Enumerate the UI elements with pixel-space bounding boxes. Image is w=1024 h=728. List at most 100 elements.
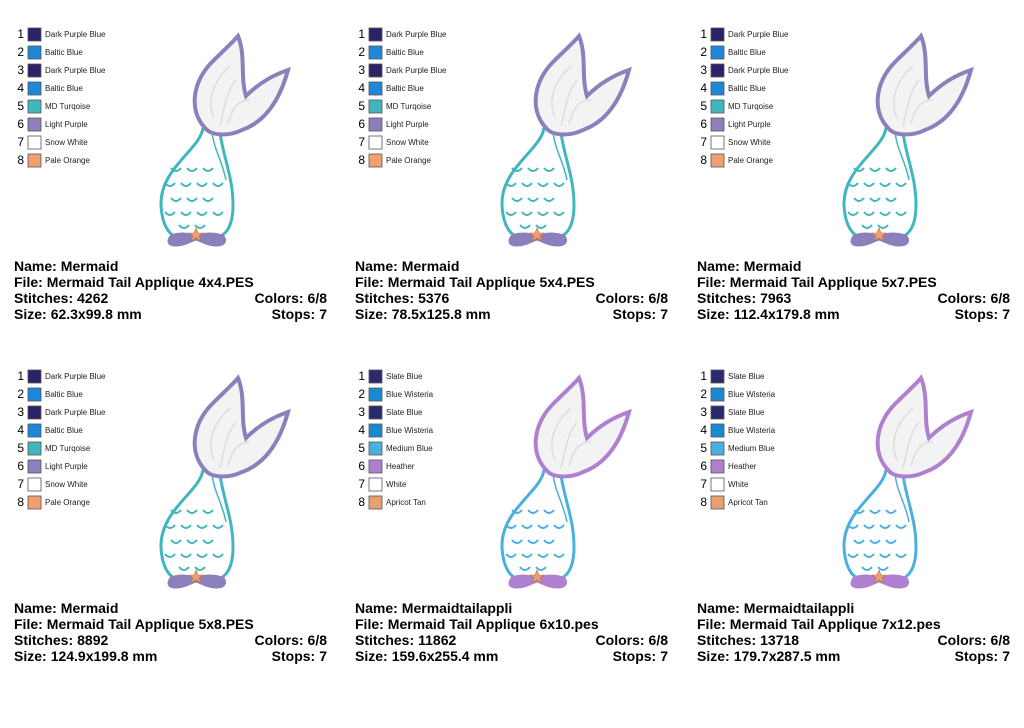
color-swatch xyxy=(27,45,42,60)
color-swatch xyxy=(27,477,42,492)
info-label: Stitches: xyxy=(355,290,414,306)
tail-fin xyxy=(533,32,632,137)
info-value: 7 xyxy=(319,306,327,322)
color-swatch xyxy=(368,369,383,384)
design-file: File: Mermaid Tail Applique 5x7.PES xyxy=(697,274,937,290)
scale xyxy=(535,224,547,229)
color-swatch xyxy=(27,81,42,96)
info-value: 7963 xyxy=(760,290,791,306)
color-swatch xyxy=(710,45,725,60)
scale xyxy=(877,224,889,229)
scale xyxy=(186,509,198,514)
color-swatch xyxy=(368,441,383,456)
color-number: 3 xyxy=(17,63,24,77)
color-swatch xyxy=(710,135,725,150)
design-file: File: Mermaid Tail Applique 7x12.pes xyxy=(697,616,941,632)
color-swatch xyxy=(368,477,383,492)
tail-body xyxy=(500,125,576,240)
info-value: 179.7x287.5 mm xyxy=(734,648,841,664)
scale xyxy=(877,566,889,571)
info-label: Size: xyxy=(14,648,47,664)
info-label: Colors: xyxy=(596,632,645,648)
fin-detail xyxy=(210,407,251,469)
color-swatch xyxy=(710,81,725,96)
color-name: Dark Purple Blue xyxy=(45,408,106,417)
design-size: Size: 112.4x179.8 mm xyxy=(697,306,840,322)
scale xyxy=(511,167,523,172)
design-name: Name: Mermaidtailappli xyxy=(355,600,512,616)
design-name: Name: Mermaid xyxy=(14,258,118,274)
color-name: Pale Orange xyxy=(386,156,431,165)
scale xyxy=(521,182,533,187)
design-name: Name: Mermaidtailappli xyxy=(697,600,854,616)
color-number: 5 xyxy=(17,99,24,113)
info-label: Stitches: xyxy=(697,632,756,648)
scale xyxy=(180,182,192,187)
color-number: 8 xyxy=(17,153,24,167)
info-label: Colors: xyxy=(596,290,645,306)
scale xyxy=(196,553,208,558)
color-name: Baltic Blue xyxy=(45,426,83,435)
info-value: Mermaid Tail Applique 7x12.pes xyxy=(730,616,941,632)
scale xyxy=(521,553,533,558)
color-number: 8 xyxy=(358,153,365,167)
info-label: Stitches: xyxy=(697,290,756,306)
color-swatch xyxy=(27,369,42,384)
color-swatch xyxy=(27,387,42,402)
color-number: 7 xyxy=(700,477,707,491)
info-value: 5376 xyxy=(418,290,449,306)
scale xyxy=(553,524,565,529)
info-label: Size: xyxy=(355,648,388,664)
color-number: 3 xyxy=(700,405,707,419)
color-number: 4 xyxy=(17,423,24,437)
scale xyxy=(180,524,192,529)
scale xyxy=(863,524,875,529)
scale xyxy=(202,539,214,544)
color-swatch xyxy=(27,135,42,150)
scale xyxy=(511,197,523,202)
scale xyxy=(186,197,198,202)
info-value: Mermaid Tail Applique 5x4.PES xyxy=(388,274,595,290)
scale xyxy=(847,211,859,216)
color-swatch xyxy=(710,369,725,384)
color-swatch xyxy=(368,459,383,474)
info-label: Name: xyxy=(14,258,57,274)
design-card: 1 Dark Purple Blue 2 Baltic Blue 3 Dark Purpl… xyxy=(697,27,1010,322)
scale xyxy=(879,553,891,558)
info-value: Mermaidtailappli xyxy=(402,600,512,616)
design-colors: Colors: 6/8 xyxy=(938,290,1011,306)
color-swatch xyxy=(710,63,725,78)
color-name: MD Turqoise xyxy=(386,102,432,111)
info-label: File: xyxy=(697,274,726,290)
tail-inner xyxy=(211,473,227,523)
color-swatch xyxy=(27,99,42,114)
scale xyxy=(853,539,865,544)
info-value: 6/8 xyxy=(308,290,328,306)
tail-body xyxy=(842,467,918,582)
color-number: 4 xyxy=(358,423,365,437)
scale xyxy=(879,182,891,187)
color-name: Dark Purple Blue xyxy=(386,30,447,39)
starfish xyxy=(188,227,204,242)
scale xyxy=(521,211,533,216)
info-value: 7 xyxy=(660,648,668,664)
scale xyxy=(863,182,875,187)
scale xyxy=(895,524,907,529)
color-swatch xyxy=(27,153,42,168)
info-label: Colors: xyxy=(255,290,304,306)
color-swatch xyxy=(27,63,42,78)
color-swatch xyxy=(27,423,42,438)
color-swatch xyxy=(368,405,383,420)
color-name: Snow White xyxy=(45,480,88,489)
scale xyxy=(505,524,517,529)
color-name: Light Purple xyxy=(45,120,88,129)
scale xyxy=(196,524,208,529)
color-name: MD Turqoise xyxy=(728,102,774,111)
color-swatch xyxy=(27,495,42,510)
info-value: 6/8 xyxy=(991,290,1011,306)
color-number: 2 xyxy=(700,387,707,401)
scale xyxy=(879,524,891,529)
scale xyxy=(178,566,190,571)
color-name: Medium Blue xyxy=(386,444,433,453)
info-label: Stops: xyxy=(955,306,999,322)
